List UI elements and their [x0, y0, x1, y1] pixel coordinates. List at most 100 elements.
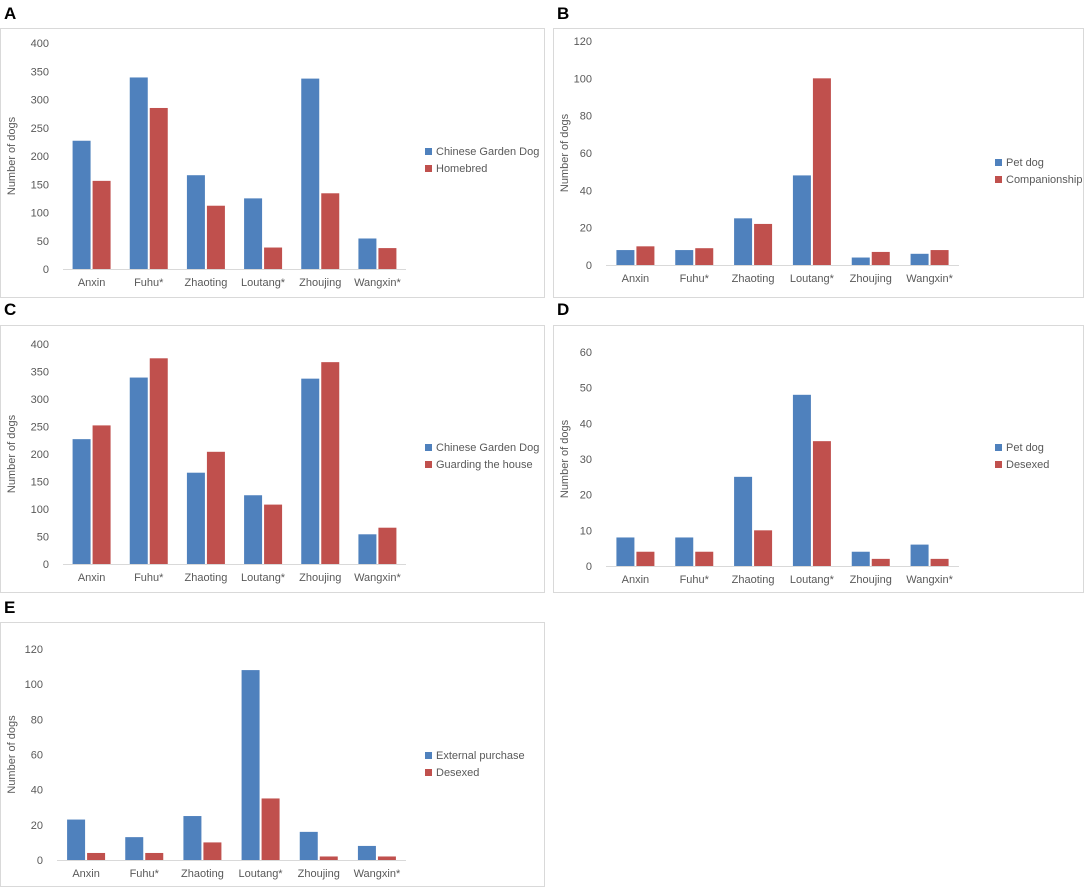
y-tick-label: 0 [586, 561, 592, 573]
legend-label: External purchase [436, 750, 525, 762]
bar-blue [301, 378, 320, 564]
x-tick-label: Fuhu* [134, 277, 164, 289]
bar-blue [910, 253, 929, 265]
bar-red [930, 250, 949, 265]
bar-red [149, 358, 168, 564]
chart-panel-d: 0 10 20 30 40 50 60 Number of dogs Anxin Fuhu* Zha… [553, 325, 1084, 593]
x-tick-label: Fuhu* [134, 572, 164, 584]
x-tick-label: Fuhu* [680, 574, 710, 586]
legend-swatch [425, 769, 432, 776]
y-tick-label: 100 [574, 73, 592, 85]
bar-blue [186, 472, 205, 564]
y-tick-label: 300 [31, 394, 49, 406]
panel-letter-d: D [557, 300, 570, 319]
bar-red [321, 362, 340, 564]
bar-blue [244, 495, 263, 564]
chart-panel-c: 0 50 100 150 200 250 300 350 400 Number of dogs An… [0, 325, 545, 593]
bar-red [636, 246, 655, 265]
y-axis-title: Number of dogs [6, 715, 18, 794]
y-tick-label: 100 [25, 679, 43, 691]
bar-blue [675, 537, 694, 566]
bar-blue [851, 551, 870, 566]
y-tick-label: 60 [31, 750, 43, 762]
x-tick-label: Anxin [78, 572, 106, 584]
chart-e-svg: 0 20 40 60 80 100 120 Number of dogs Anxin Fuhu* Z… [6, 644, 525, 880]
bar-red [812, 441, 831, 566]
y-tick-label: 40 [31, 785, 43, 797]
legend-label: Pet dog [1006, 442, 1044, 454]
y-tick-label: 20 [31, 820, 43, 832]
y-axis-title: Number of dogs [559, 113, 571, 192]
y-tick-label: 0 [586, 260, 592, 272]
bar-blue [616, 250, 635, 265]
bar-blue [358, 534, 377, 564]
bar-red [695, 248, 714, 265]
bar-blue [675, 250, 694, 265]
bar-blue [186, 175, 205, 269]
x-tick-label: Loutang* [241, 277, 286, 289]
y-tick-label: 40 [580, 418, 592, 430]
bar-red [264, 247, 283, 269]
bar-blue [72, 140, 91, 269]
legend-swatch [995, 461, 1002, 468]
bar-blue [129, 77, 148, 269]
bar-blue [299, 831, 318, 860]
legend-label: Pet dog [1006, 157, 1044, 169]
bar-blue [358, 238, 377, 269]
panel-letter-a: A [4, 4, 17, 23]
x-tick-label: Zhoujing [850, 273, 892, 285]
bar-red [930, 558, 949, 566]
legend-label: Desexed [1006, 459, 1049, 471]
y-tick-label: 120 [574, 36, 592, 48]
y-tick-label: 120 [25, 644, 43, 656]
bar-blue [129, 377, 148, 564]
legend-label: Homebred [436, 163, 487, 175]
bar-blue [244, 198, 263, 269]
bar-red [206, 451, 225, 564]
panel-letter-b: B [557, 4, 570, 23]
chart-b-svg: 0 20 40 60 80 100 120 Number of dogs Anxin Fuhu* Z… [559, 36, 1082, 285]
legend-label: Companionship [1006, 174, 1082, 186]
y-tick-label: 0 [37, 855, 43, 867]
y-tick-label: 80 [580, 111, 592, 123]
bar-red [377, 856, 396, 860]
bar-red [378, 248, 397, 269]
chart-a-svg: 0 50 100 150 200 250 300 350 400 Number of dogs An… [6, 38, 539, 289]
y-tick-label: 100 [31, 208, 49, 220]
y-tick-label: 300 [31, 95, 49, 107]
y-tick-label: 0 [43, 264, 49, 276]
bar-red [261, 798, 280, 860]
bar-red [149, 107, 168, 269]
bar-red [695, 551, 714, 566]
legend-swatch [425, 461, 432, 468]
legend-label: Desexed [436, 767, 479, 779]
x-tick-label: Fuhu* [130, 868, 160, 880]
bar-blue [67, 819, 86, 860]
y-tick-label: 50 [580, 383, 592, 395]
bar-red [92, 180, 111, 269]
chart-c-svg: 0 50 100 150 200 250 300 350 400 Number of dogs An… [6, 339, 539, 584]
y-tick-label: 40 [580, 185, 592, 197]
bar-blue [734, 476, 753, 566]
x-tick-label: Wangxin* [354, 868, 401, 880]
y-tick-label: 250 [31, 422, 49, 434]
bar-blue [301, 78, 320, 269]
x-tick-label: Zhoujing [850, 574, 892, 586]
x-tick-label: Wangxin* [354, 572, 401, 584]
bar-blue [616, 537, 635, 566]
bar-red [87, 852, 106, 860]
bar-red [92, 425, 111, 564]
x-tick-label: Zhaoting [732, 273, 775, 285]
y-tick-label: 50 [37, 532, 49, 544]
legend-swatch [425, 752, 432, 759]
bar-blue [734, 218, 753, 265]
y-tick-label: 200 [31, 151, 49, 163]
x-tick-label: Zhaoting [185, 277, 228, 289]
y-tick-label: 200 [31, 449, 49, 461]
legend-swatch [995, 444, 1002, 451]
chart-d-svg: 0 10 20 30 40 50 60 Number of dogs Anxin Fuhu* Zha… [559, 347, 1049, 586]
bar-red [264, 504, 283, 564]
y-tick-label: 250 [31, 123, 49, 135]
y-tick-label: 350 [31, 66, 49, 78]
x-tick-label: Loutang* [241, 572, 286, 584]
